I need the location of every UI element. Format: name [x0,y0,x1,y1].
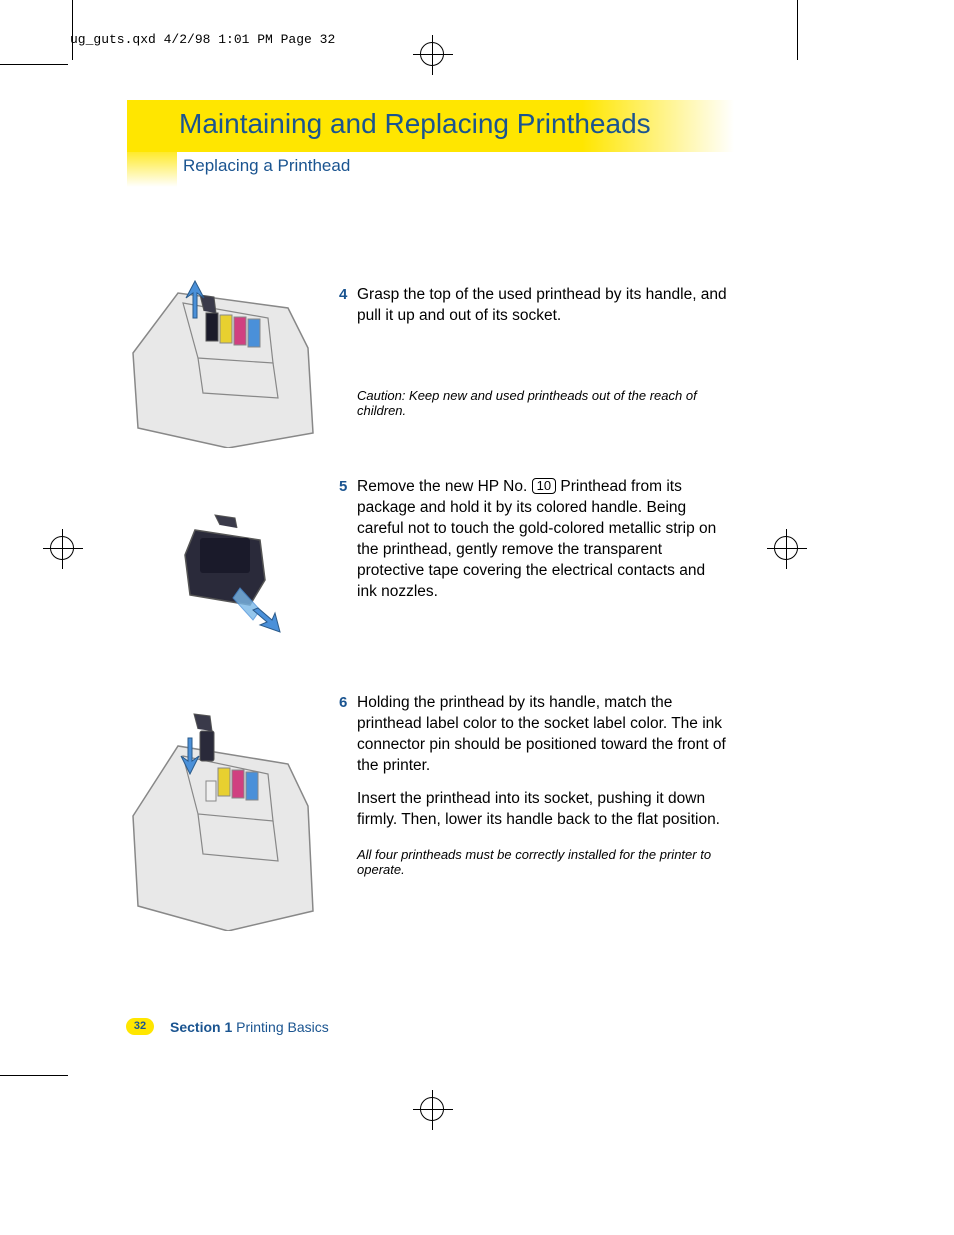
crop-mark [797,0,798,60]
registration-mark-icon [420,42,444,66]
step-5: 5 Remove the new HP No. 10 Printhead fro… [357,477,727,603]
printer-figure-1 [128,253,323,448]
caution-note: Caution: Keep new and used printheads ou… [357,388,737,418]
step-text: Grasp the top of the used printhead by i… [357,285,727,327]
file-header: ug_guts.qxd 4/2/98 1:01 PM Page 32 [70,32,335,47]
step-text-b: Printhead from its package and hold it b… [357,478,716,600]
crop-mark [0,64,68,65]
step-number: 5 [339,478,347,495]
step-number: 6 [339,694,347,711]
hp-number-box: 10 [532,478,556,494]
step-text-a: Remove the new HP No. [357,478,532,495]
step-text-2: Insert the printhead into its socket, pu… [357,789,727,831]
page-title: Maintaining and Replacing Printheads [179,108,718,140]
footnote: All four printheads must be correctly in… [357,847,737,877]
footer-section-label: Section 1 [170,1019,232,1035]
page-subtitle: Replacing a Printhead [183,156,350,176]
footer-section-title: Printing Basics [232,1019,328,1035]
printhead-figure-2 [165,510,295,640]
page-number-badge: 32 [126,1018,154,1035]
step-text: Remove the new HP No. 10 Printhead from … [357,477,727,603]
step-6: 6 Holding the printhead by its handle, m… [357,693,727,831]
step-number: 4 [339,286,347,303]
footer-section: Section 1 Printing Basics [170,1019,329,1035]
crop-mark [72,0,73,60]
step-text: Holding the printhead by its handle, mat… [357,693,727,777]
title-banner: Maintaining and Replacing Printheads [127,100,734,152]
step-4: 4 Grasp the top of the used printhead by… [357,285,727,327]
registration-mark-icon [50,536,74,560]
registration-mark-icon [774,536,798,560]
crop-mark [0,1075,68,1076]
registration-mark-icon [420,1097,444,1121]
printer-figure-3 [128,686,323,931]
